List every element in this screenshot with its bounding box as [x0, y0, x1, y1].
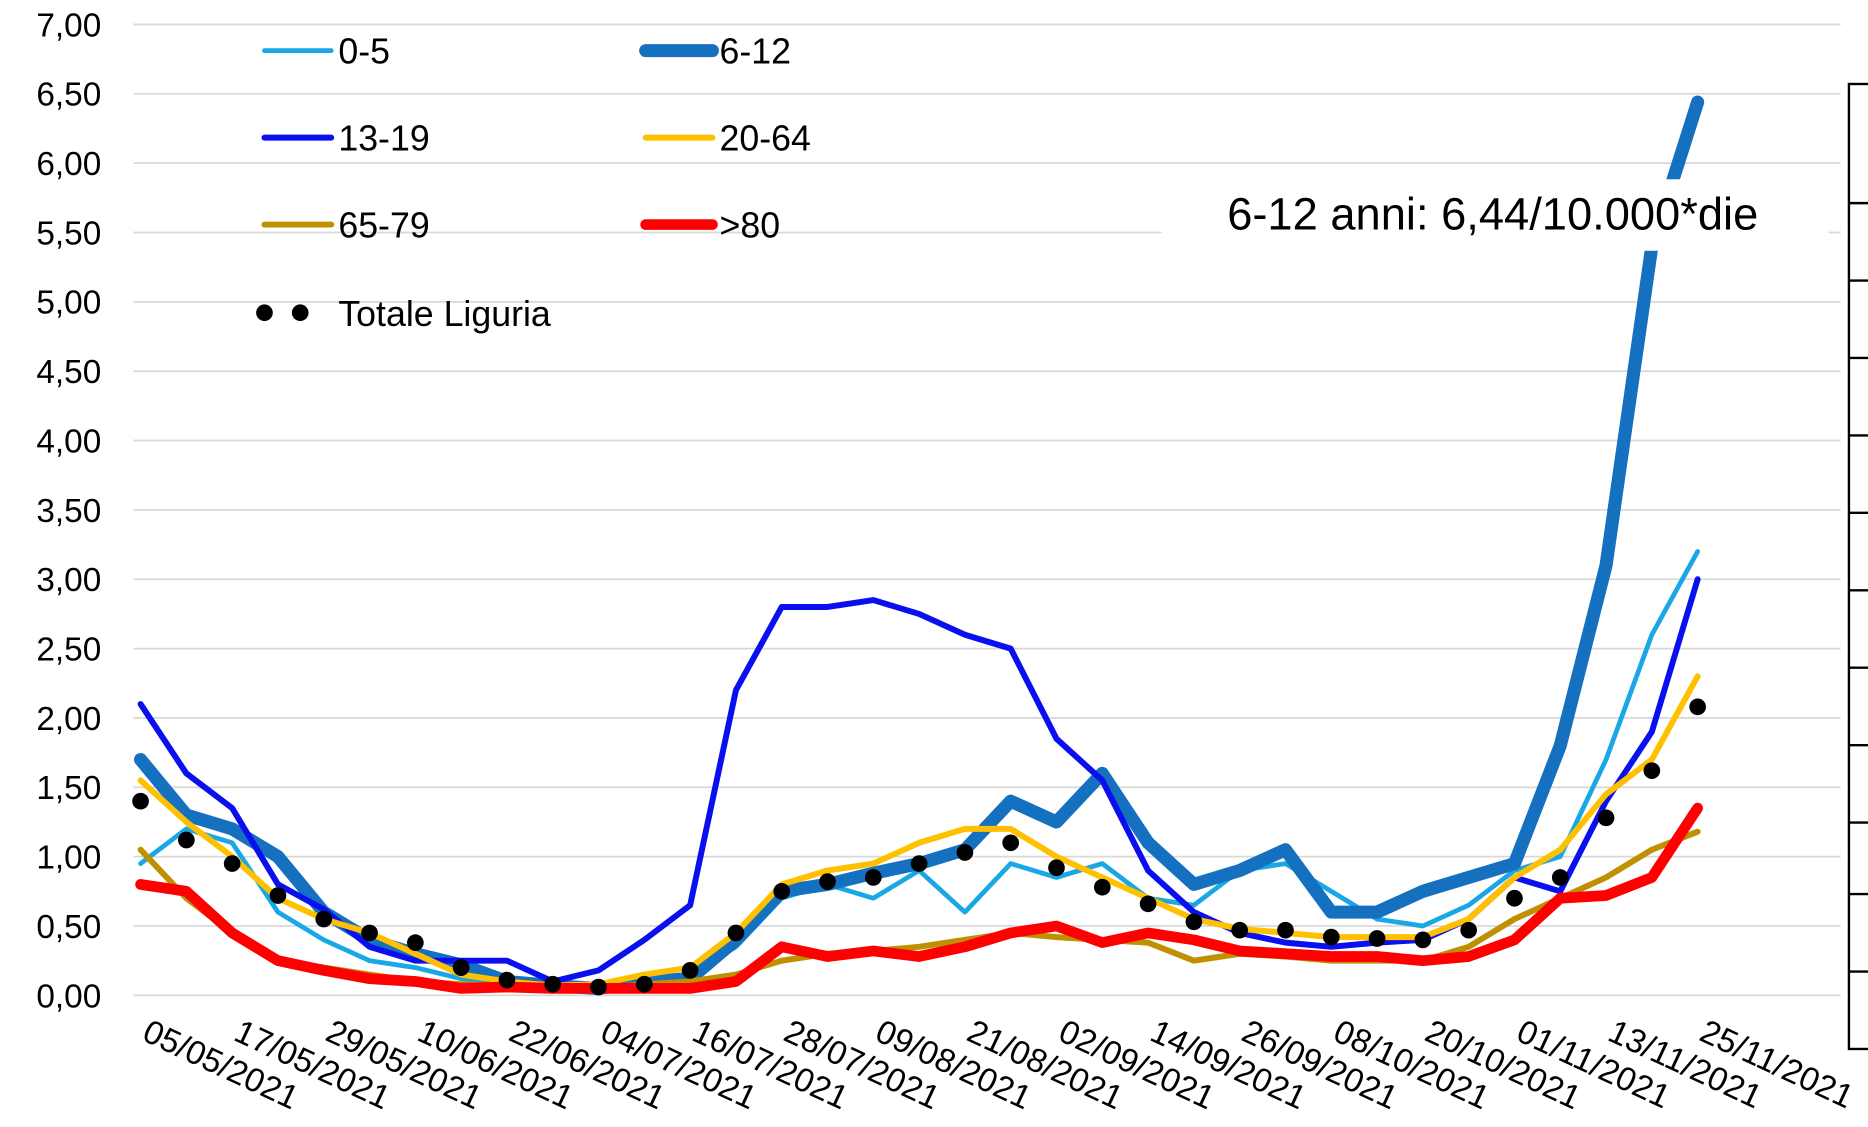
data-point [498, 971, 516, 989]
legend-label: 20-64 [720, 119, 811, 159]
data-point [407, 934, 424, 951]
data-point [773, 882, 791, 900]
y-tick-label: 2,00 [36, 701, 101, 738]
y-tick-label: 3,50 [36, 493, 101, 530]
series-line [137, 673, 1701, 989]
y-tick-label: 1,00 [36, 840, 101, 877]
data-point [1460, 921, 1477, 939]
data-point [544, 975, 562, 993]
data-point [361, 924, 378, 942]
y-tick-label: 2,50 [36, 632, 101, 669]
data-point [1002, 834, 1020, 852]
data-point [1414, 931, 1432, 949]
legend-label: 6-12 [720, 32, 792, 72]
data-point [1506, 889, 1523, 907]
data-point [727, 924, 745, 942]
data-point [269, 887, 287, 904]
y-tick-label: 6,00 [36, 146, 101, 183]
y-tick-label: 4,50 [36, 354, 101, 391]
data-point [1597, 809, 1615, 827]
y-tick-label: 0,00 [36, 978, 101, 1015]
annotation-box [1161, 179, 1829, 251]
data-point [1551, 869, 1569, 886]
data-point [1093, 878, 1111, 896]
data-point [590, 978, 607, 996]
data-point [1139, 895, 1157, 913]
y-tick-label: 0,50 [36, 909, 101, 946]
data-point [864, 869, 882, 886]
y-tick-label: 1,50 [36, 770, 101, 807]
legend-marker [291, 304, 309, 322]
y-tick-label: 7,00 [36, 7, 101, 44]
y-tick-label: 5,00 [36, 285, 101, 322]
legend-label: Totale Liguria [338, 294, 551, 334]
y-tick-label: 5,50 [36, 215, 101, 252]
side-table-fragment [1847, 82, 1868, 1051]
y-tick-label: 6,50 [36, 77, 101, 114]
data-point [1689, 698, 1706, 716]
data-point [1048, 859, 1065, 877]
series-line [135, 802, 1704, 994]
data-point [1322, 928, 1340, 946]
series-line [137, 828, 1701, 992]
data-point [1643, 762, 1661, 779]
legend-marker [256, 304, 273, 322]
legend-label: 65-79 [338, 206, 429, 246]
data-point [1185, 913, 1203, 931]
data-point [132, 792, 149, 810]
data-point [1231, 921, 1249, 939]
data-point [452, 959, 470, 976]
annotation: 6-12 anni: 6,44/10.000*die [1227, 188, 1758, 239]
y-tick-label: 4,00 [36, 423, 101, 460]
y-tick-label: 3,00 [36, 562, 101, 599]
data-point [178, 831, 195, 849]
legend-label: 0-5 [338, 32, 390, 72]
data-point [1277, 921, 1294, 939]
data-point [1368, 930, 1386, 947]
data-point [681, 962, 699, 979]
legend-label: 13-19 [338, 119, 429, 159]
data-point [819, 873, 836, 890]
data-point [956, 844, 974, 861]
data-point [223, 855, 241, 872]
data-point [635, 975, 653, 993]
legend-label: >80 [720, 206, 781, 246]
data-point [910, 855, 928, 872]
data-point [315, 910, 333, 928]
